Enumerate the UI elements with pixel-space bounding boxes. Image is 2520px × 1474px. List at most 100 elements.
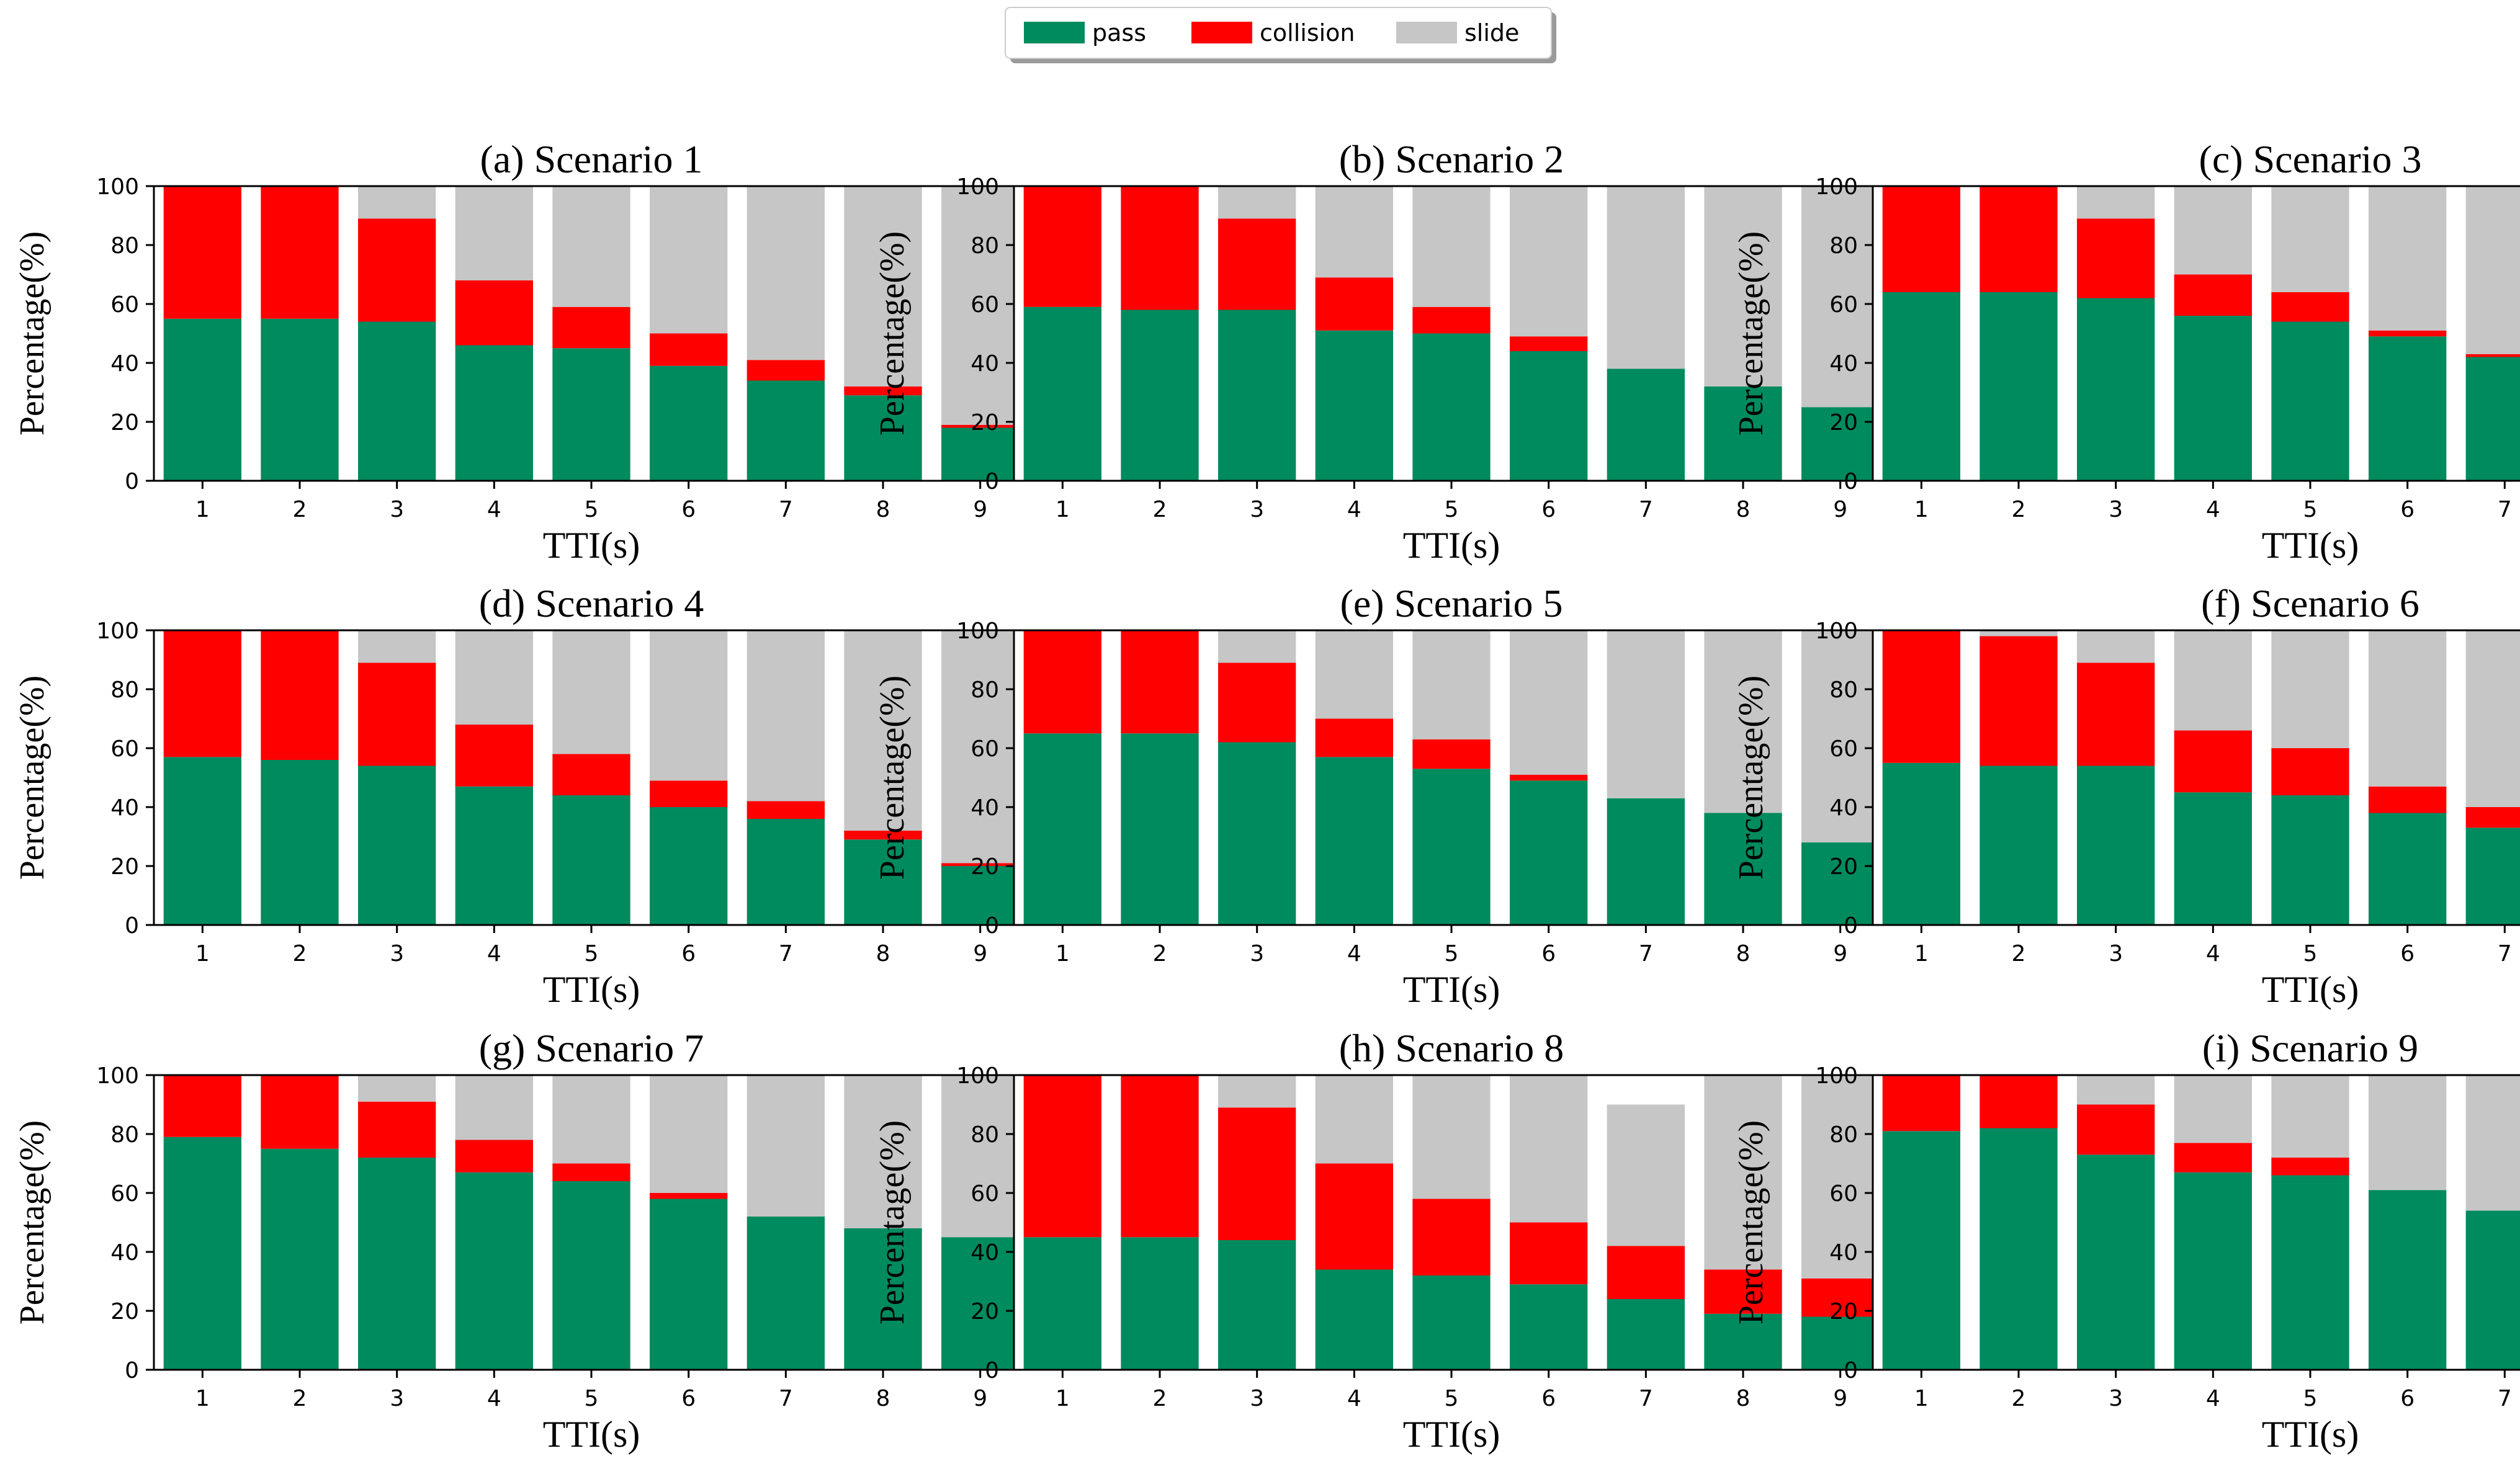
bar-pass-7 [747, 1217, 825, 1370]
y-axis-label: Percentage(%) [1732, 231, 1770, 436]
bar-slide-7 [2465, 1075, 2520, 1211]
x-axis-label: TTI(s) [2262, 969, 2359, 1010]
y-tick-label-20: 20 [971, 854, 999, 880]
bar-collision-6 [2369, 330, 2447, 337]
y-tick-label-80: 80 [1829, 233, 1858, 259]
x-tick-label-1: 1 [195, 1386, 210, 1411]
y-tick-label-60: 60 [1829, 292, 1858, 318]
y-tick-label-100: 100 [1815, 1063, 1858, 1089]
x-axis-label: TTI(s) [2262, 525, 2359, 566]
chart-panel-c: 0 20 40 60 80 100 1 2 3 4 5 6 7 8 9 (c) Scenario 3 TTI(s… [1732, 137, 2520, 566]
bar-pass-4 [455, 1172, 533, 1370]
bar-slide-7 [747, 1075, 825, 1217]
y-axis-label: Percentage(%) [1732, 1120, 1770, 1325]
chart-title: (c) Scenario 3 [2199, 137, 2422, 181]
x-tick-label-4: 4 [1347, 941, 1361, 967]
bar-collision-1 [163, 630, 241, 757]
x-tick-label-9: 9 [973, 941, 987, 967]
bar-pass-2 [261, 318, 339, 481]
bar-pass-9 [941, 427, 1020, 481]
bar-pass-1 [1023, 306, 1101, 481]
x-tick-label-6: 6 [2400, 497, 2415, 522]
bar-pass-3 [1218, 1240, 1296, 1370]
bar-pass-3 [1218, 742, 1296, 925]
y-tick-label-40: 40 [1829, 351, 1858, 377]
x-tick-label-5: 5 [1445, 1386, 1459, 1411]
bar-slide-9 [941, 1075, 1020, 1238]
chart-title: (f) Scenario 6 [2201, 581, 2419, 625]
x-tick-label-4: 4 [487, 1386, 501, 1411]
bar-collision-1 [1023, 630, 1101, 734]
bar-slide-5 [2271, 1075, 2349, 1158]
x-tick-label-8: 8 [876, 941, 890, 967]
x-tick-label-2: 2 [293, 497, 307, 522]
bar-pass-4 [455, 345, 533, 481]
x-axis-label: TTI(s) [1403, 969, 1500, 1010]
x-axis-label: TTI(s) [543, 1414, 640, 1455]
bar-collision-4 [455, 1140, 533, 1172]
y-tick-label-40: 40 [110, 351, 139, 377]
bar-slide-6 [2369, 630, 2447, 787]
bar-pass-6 [1510, 780, 1588, 925]
bar-slide-5 [2271, 630, 2349, 748]
legend-frame [1005, 7, 1552, 59]
x-tick-label-1: 1 [195, 497, 210, 522]
bar-collision-2 [1980, 186, 2058, 292]
chart-title: (g) Scenario 7 [479, 1026, 704, 1070]
y-tick-label-20: 20 [110, 410, 139, 436]
bar-collision-3 [2077, 663, 2155, 766]
y-axis-label: Percentage(%) [13, 676, 52, 880]
bar-collision-5 [1412, 739, 1491, 769]
bar-pass-7 [2465, 357, 2520, 481]
y-tick-label-80: 80 [110, 677, 139, 703]
bar-collision-8 [1704, 1269, 1782, 1314]
bar-pass-4 [2174, 316, 2252, 481]
bar-collision-6 [650, 780, 728, 807]
bar-slide-9 [1801, 186, 1880, 408]
bar-slide-7 [1607, 186, 1685, 369]
chart-title: (e) Scenario 5 [1340, 581, 1563, 625]
x-tick-label-6: 6 [681, 497, 696, 522]
bar-collision-2 [261, 186, 339, 319]
bar-pass-3 [2077, 1155, 2155, 1370]
y-tick-label-80: 80 [1829, 1122, 1858, 1148]
bar-collision-5 [1412, 1199, 1491, 1275]
bar-slide-6 [1510, 630, 1588, 775]
bar-pass-2 [1121, 1237, 1199, 1370]
x-tick-label-2: 2 [293, 1386, 307, 1411]
y-axis-label: Percentage(%) [873, 1120, 912, 1325]
x-axis-label: TTI(s) [1403, 1414, 1500, 1455]
bar-pass-2 [1980, 1128, 2058, 1370]
chart-panel-a: 0 20 40 60 80 100 1 2 3 4 5 6 7 8 9 (a) Scenario 1 TTI(s… [13, 137, 1030, 566]
x-tick-label-6: 6 [1541, 1386, 1556, 1411]
y-tick-label-0: 0 [125, 913, 139, 939]
y-tick-label-0: 0 [1844, 469, 1858, 494]
bar-slide-8 [1704, 186, 1782, 386]
bar-collision-5 [2271, 292, 2349, 322]
x-tick-label-7: 7 [1639, 1386, 1653, 1411]
bar-slide-8 [1704, 630, 1782, 813]
x-tick-label-9: 9 [1833, 497, 1847, 522]
x-tick-label-6: 6 [681, 941, 696, 967]
x-tick-label-2: 2 [2012, 941, 2026, 967]
x-tick-label-5: 5 [2303, 1386, 2318, 1411]
y-tick-label-0: 0 [125, 1358, 139, 1383]
bar-pass-3 [2077, 766, 2155, 925]
bar-slide-5 [552, 630, 630, 754]
y-tick-label-100: 100 [956, 174, 999, 200]
x-tick-label-7: 7 [779, 941, 793, 967]
bar-pass-3 [358, 321, 436, 481]
bar-pass-3 [2077, 298, 2155, 481]
bar-collision-5 [2271, 748, 2349, 795]
bar-collision-5 [552, 1163, 630, 1181]
x-axis-label: TTI(s) [543, 525, 640, 566]
y-tick-label-40: 40 [110, 795, 139, 821]
y-tick-label-100: 100 [96, 1063, 139, 1089]
y-tick-label-0: 0 [985, 913, 999, 939]
bar-slide-9 [941, 630, 1020, 864]
bar-collision-2 [1980, 1075, 2058, 1128]
bar-pass-6 [1510, 1284, 1588, 1370]
bar-collision-2 [261, 1075, 339, 1149]
